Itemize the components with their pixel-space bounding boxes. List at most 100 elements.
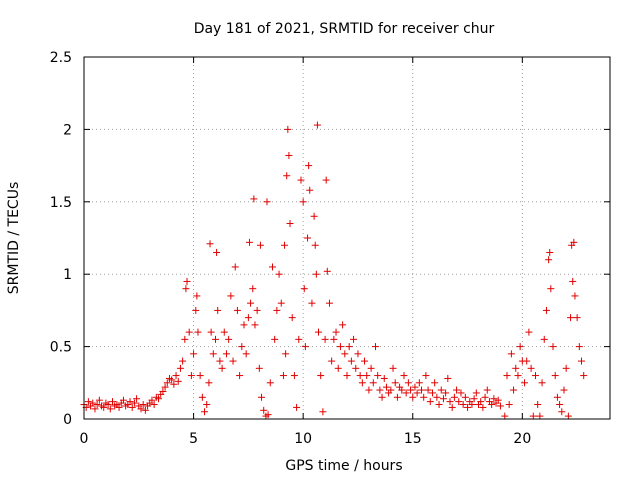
- data-point: [179, 357, 187, 365]
- data-point: [201, 408, 209, 416]
- data-point: [437, 386, 445, 394]
- data-point: [293, 403, 301, 411]
- data-point: [521, 379, 529, 387]
- data-point: [231, 263, 239, 271]
- data-point: [367, 364, 375, 372]
- data-point: [494, 396, 502, 404]
- data-point: [514, 372, 522, 380]
- data-point: [468, 401, 476, 409]
- data-point: [553, 393, 561, 401]
- data-point: [255, 364, 263, 372]
- data-point: [322, 176, 330, 184]
- data-point: [442, 389, 450, 397]
- data-point: [260, 406, 268, 414]
- data-point: [181, 335, 189, 343]
- y-tick-label: 1: [63, 267, 72, 283]
- data-point: [300, 285, 308, 293]
- data-point: [567, 314, 575, 322]
- data-point: [308, 299, 316, 307]
- y-tick-label: 2.5: [50, 50, 72, 66]
- data-point: [558, 408, 566, 416]
- data-point: [84, 398, 92, 406]
- data-point: [233, 306, 241, 314]
- data-point: [323, 267, 331, 275]
- data-point: [560, 386, 568, 394]
- data-point: [435, 401, 443, 409]
- data-point: [203, 401, 211, 409]
- data-point: [378, 393, 386, 401]
- plot-frame: [83, 56, 611, 420]
- data-point: [182, 285, 190, 293]
- grid-lines: [84, 57, 610, 419]
- data-point: [481, 393, 489, 401]
- data-point: [240, 321, 248, 329]
- data-point: [100, 403, 108, 411]
- data-point: [361, 357, 369, 365]
- data-point: [400, 372, 408, 380]
- data-point: [271, 335, 279, 343]
- data-point: [339, 321, 347, 329]
- data-point: [580, 372, 588, 380]
- data-point: [119, 396, 127, 404]
- data-point: [501, 412, 509, 420]
- data-point: [446, 398, 454, 406]
- data-point: [347, 357, 355, 365]
- data-point: [420, 393, 428, 401]
- data-point: [402, 389, 410, 397]
- data-point: [106, 405, 114, 413]
- data-point: [529, 412, 537, 420]
- data-point: [108, 398, 116, 406]
- data-point: [89, 399, 97, 407]
- data-point: [196, 372, 204, 380]
- data-point: [301, 343, 309, 351]
- data-point: [193, 292, 201, 300]
- data-point: [304, 234, 312, 242]
- data-point: [306, 186, 314, 194]
- data-point: [185, 328, 193, 336]
- data-point: [150, 401, 158, 409]
- data-point: [93, 401, 101, 409]
- data-point: [170, 380, 178, 388]
- data-point: [523, 357, 531, 365]
- data-point: [311, 241, 319, 249]
- data-point: [433, 393, 441, 401]
- data-point: [332, 328, 340, 336]
- data-point: [275, 270, 283, 278]
- data-point: [534, 401, 542, 409]
- data-point: [356, 372, 364, 380]
- data-point: [126, 398, 134, 406]
- x-tick-label: 10: [294, 431, 312, 447]
- data-point: [472, 389, 480, 397]
- data-point: [315, 328, 323, 336]
- data-point: [213, 248, 221, 256]
- x-tick-label: 20: [513, 431, 531, 447]
- data-point: [161, 383, 169, 391]
- data-point: [488, 401, 496, 409]
- data-point: [176, 364, 184, 372]
- data-point: [444, 374, 452, 382]
- data-point: [207, 328, 215, 336]
- data-point: [268, 263, 276, 271]
- data-point: [198, 393, 206, 401]
- data-point: [538, 379, 546, 387]
- data-point: [263, 198, 271, 206]
- data-point: [242, 350, 250, 358]
- data-point: [247, 299, 255, 307]
- data-point: [115, 403, 123, 411]
- data-point: [264, 411, 272, 419]
- data-point: [391, 379, 399, 387]
- data-point: [411, 383, 419, 391]
- data-point: [350, 335, 358, 343]
- data-point: [336, 343, 344, 351]
- data-point: [426, 398, 434, 406]
- data-point: [190, 350, 198, 358]
- data-point: [341, 350, 349, 358]
- data-point: [573, 314, 581, 322]
- data-point: [283, 172, 291, 180]
- data-point: [428, 389, 436, 397]
- data-point: [470, 395, 478, 403]
- data-point: [104, 401, 112, 409]
- data-point: [464, 403, 472, 411]
- data-point: [450, 393, 458, 401]
- data-point: [527, 364, 535, 372]
